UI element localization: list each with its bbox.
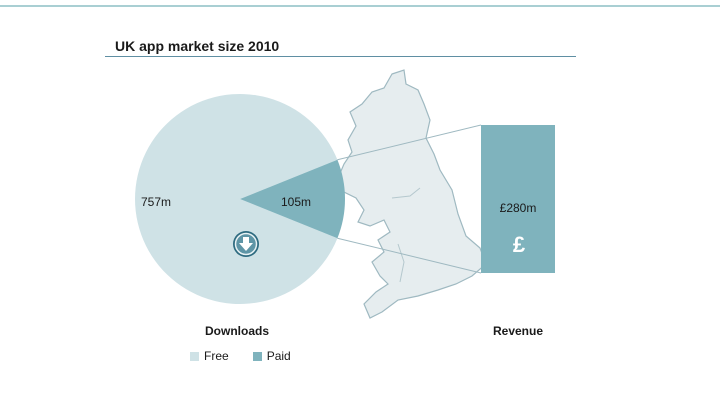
pound-icon: £ [512, 232, 526, 257]
pie-slice-paid [240, 159, 346, 239]
revenue-bar [481, 125, 555, 273]
slice-label-paid: 105m [280, 195, 312, 209]
title-rule [105, 56, 576, 57]
connector-lines [337, 124, 482, 274]
connector-line-bottom [337, 237, 482, 274]
legend-swatch-paid [252, 351, 262, 361]
legend-label-free: Free [204, 349, 229, 363]
connector-line-top [337, 124, 482, 161]
bar-caption-revenue: Revenue [492, 324, 544, 338]
chart-title: UK app market size 2010 [115, 38, 280, 54]
legend-label-paid: Paid [266, 349, 291, 363]
top-rule [0, 5, 720, 7]
downloads-pie [135, 94, 346, 304]
legend-item-free: Free [190, 349, 229, 363]
revenue-value-label: £280m [499, 201, 537, 215]
pie-caption-downloads: Downloads [204, 324, 270, 338]
legend-item-paid: Paid [252, 349, 291, 363]
pie-slice-free [135, 94, 338, 304]
legend: Free Paid [190, 349, 315, 363]
map-border-wales [397, 243, 405, 283]
download-arrow-icon [233, 231, 259, 257]
map-border-scotland [391, 187, 421, 199]
legend-swatch-free [190, 351, 199, 361]
slice-label-free: 757m [140, 195, 172, 209]
